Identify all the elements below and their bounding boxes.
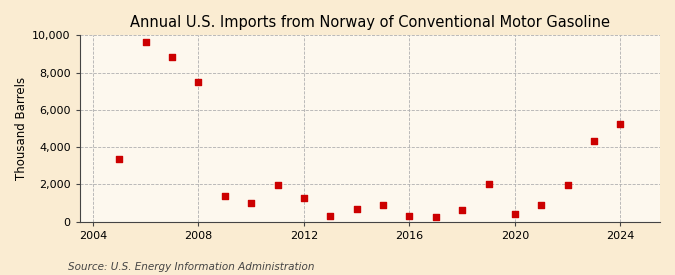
Point xyxy=(325,214,335,218)
Point xyxy=(377,203,388,208)
Point xyxy=(351,207,362,211)
Point xyxy=(219,194,230,198)
Point xyxy=(562,183,573,188)
Title: Annual U.S. Imports from Norway of Conventional Motor Gasoline: Annual U.S. Imports from Norway of Conve… xyxy=(130,15,610,30)
Point xyxy=(589,138,599,143)
Point xyxy=(167,54,178,59)
Point xyxy=(114,157,125,161)
Point xyxy=(483,181,494,186)
Y-axis label: Thousand Barrels: Thousand Barrels xyxy=(15,77,28,180)
Point xyxy=(404,214,415,218)
Text: Source: U.S. Energy Information Administration: Source: U.S. Energy Information Administ… xyxy=(68,262,314,271)
Point xyxy=(615,122,626,126)
Point xyxy=(457,207,468,212)
Point xyxy=(431,215,441,220)
Point xyxy=(536,203,547,208)
Point xyxy=(510,212,520,216)
Point xyxy=(193,80,204,84)
Point xyxy=(298,196,309,201)
Point xyxy=(272,183,283,188)
Point xyxy=(140,40,151,44)
Point xyxy=(246,201,256,206)
